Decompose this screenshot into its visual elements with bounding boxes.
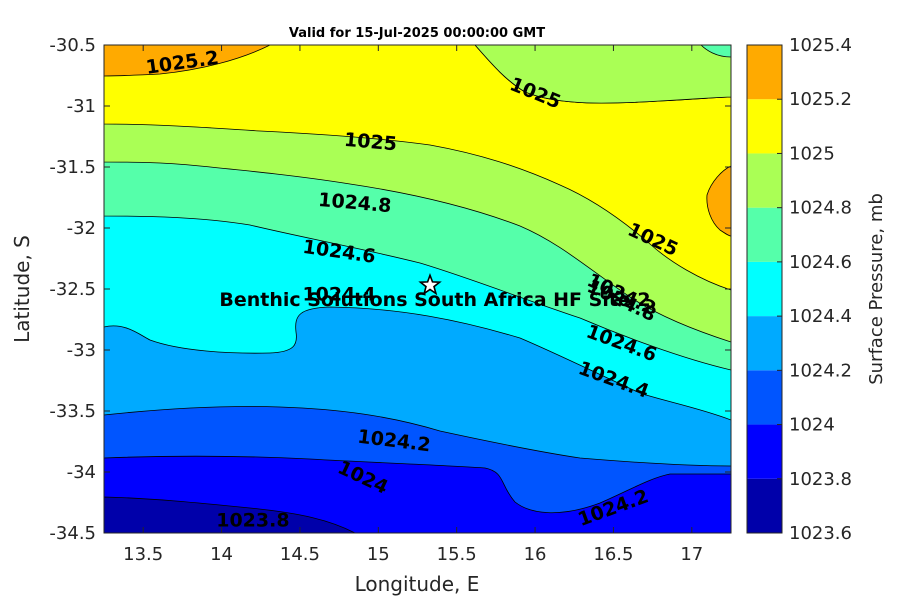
y-tick-label: -33 [67,340,96,361]
y-tick-label: -32 [67,218,96,239]
colorbar-band [747,424,782,479]
contour-label: 1024.4 [302,284,375,306]
y-tick-label: -33.5 [49,401,96,422]
colorbar-tick-label: 1025.4 [789,35,852,56]
colorbar-tick-label: 1024.4 [789,306,852,327]
band-1025-2-right [706,165,731,237]
contour-label: 1025 [343,129,398,156]
colorbar-tick-label: 1023.8 [789,469,852,490]
site-label: Benthic Solutions South Africa HF Site 2 [219,289,650,311]
colorbar-band [747,316,782,371]
band-1023-6 [104,496,356,533]
colorbar-band [747,370,782,425]
colorbar-label: Surface Pressure, mb [866,193,887,385]
band-1025-2-tl [104,45,271,77]
y-tick-label: -32.5 [49,279,96,300]
x-tick-label: 15.5 [437,544,477,565]
x-tick-label: 15 [367,544,390,565]
colorbar-tick-label: 1024.2 [789,360,852,381]
star-icon [418,273,442,296]
colorbar-tick-label: 1025 [789,143,835,164]
colorbar-tick-label: 1024.6 [789,252,852,273]
colorbar-tick-label: 1023.6 [789,523,852,544]
x-axis: 13.5 14 14.5 15 15.5 16 16.5 17 [123,45,703,565]
band-1024-8-tl [474,45,731,104]
plot-area [104,45,731,533]
x-tick-label: 14 [210,544,233,565]
y-axis: -30.5 -31 -31.5 -32 -32.5 -33 -33.5 -34 -34.5 [49,35,731,544]
colorbar: 1023.6 1023.8 1024 1024.2 1024.4 1024.6 1024.8… [746,35,852,544]
colorbar-tick-label: 1024.8 [789,198,852,219]
y-tick-label: -34.5 [49,523,96,544]
colorbar-band [747,99,782,154]
y-tick-label: -31.5 [49,157,96,178]
contour-label: 1023.8 [216,509,289,531]
colorbar-band [747,261,782,317]
colorbar-band [747,478,782,533]
x-tick-label: 13.5 [123,544,163,565]
colorbar-band [747,45,782,100]
colorbar-tick-label: 1025.2 [789,89,852,110]
colorbar-frame [746,44,783,534]
x-tick-label: 17 [680,544,703,565]
colorbar-band [747,153,782,208]
x-tick-label: 16 [524,544,547,565]
y-tick-label: -30.5 [49,35,96,56]
y-tick-label: -34 [67,462,96,483]
band-1024-6-corner [700,45,731,58]
colorbar-tick-label: 1024 [789,415,835,436]
x-tick-label: 16.5 [593,544,633,565]
site-marker [418,273,442,296]
y-axis-label: Latitude, S [10,235,34,343]
colorbar-band [747,207,782,262]
chart-title: Valid for 15-Jul-2025 00:00:00 GMT [289,26,545,41]
x-axis-label: Longitude, E [355,572,480,596]
x-tick-label: 14.5 [280,544,320,565]
y-tick-label: -31 [67,96,96,117]
